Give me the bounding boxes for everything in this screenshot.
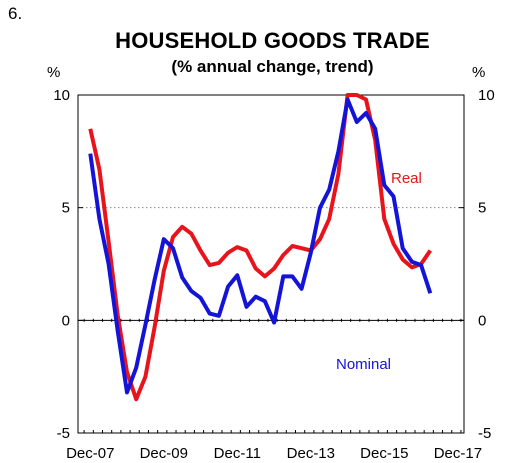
y-tick-label-right: -5 [478,425,491,442]
series-layer [88,93,433,402]
label-layer: 10 10 5 5 0 0 -5 -5 Dec-07 Dec-09 Dec-11 Dec-13 Dec-… [53,87,494,462]
plot-frame [77,94,465,434]
y-unit-left: % [47,64,61,81]
y-tick-label-right: 10 [478,87,495,104]
y-tick-label-left: 10 [53,87,70,104]
chart-subtitle: (% annual change, trend) [171,57,374,76]
x-tick-label: Dec-07 [66,445,114,462]
y-tick-label-left: 5 [62,200,70,217]
chart-title: HOUSEHOLD GOODS TRADE [115,28,430,53]
series-label-nominal: Nominal [336,356,391,373]
x-tick-label: Dec-09 [140,445,188,462]
x-tick-label: Dec-15 [360,445,408,462]
y-tick-label-right: 0 [478,312,486,329]
y-unit-right: % [472,64,486,81]
x-tick-label: Dec-11 [214,445,261,462]
series-label-real: Real [391,170,422,187]
x-tick-label: Dec-17 [434,445,482,462]
y-tick-label-left: -5 [57,425,70,442]
x-tick-label: Dec-13 [287,445,335,462]
y-tick-label-left: 0 [62,312,70,329]
series-line-real [88,93,432,402]
series-line-nominal [88,97,433,395]
y-tick-label-right: 5 [478,200,486,217]
figure-number: 6. [8,4,23,23]
